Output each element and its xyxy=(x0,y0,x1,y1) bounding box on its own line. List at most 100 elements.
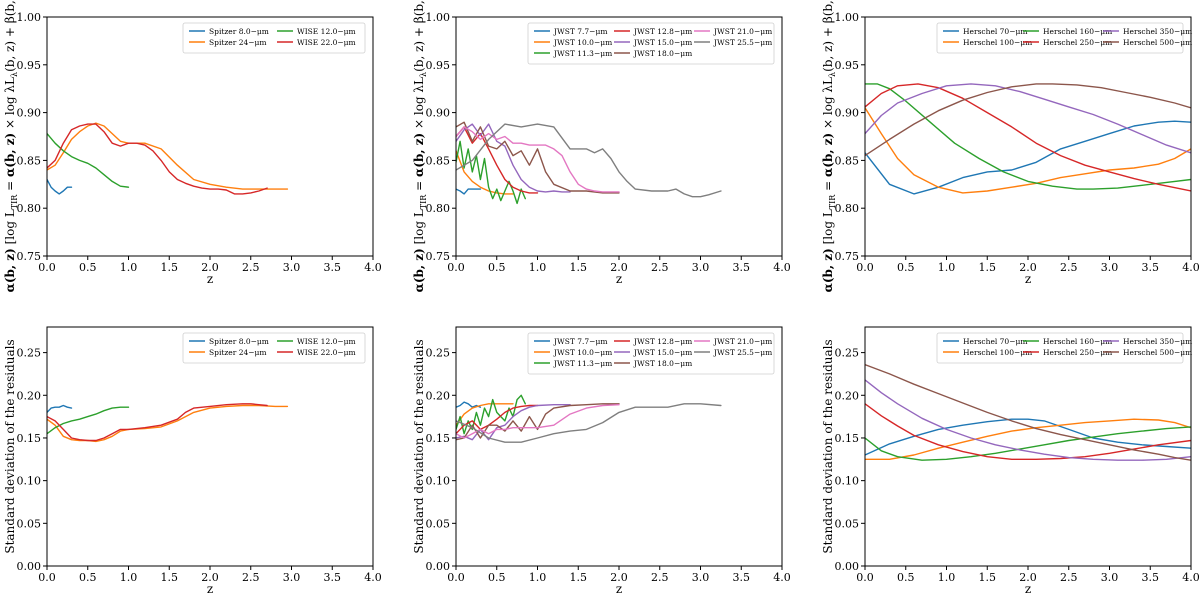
y-axis-label-part: × log λL xyxy=(3,77,17,133)
y-tick-label: 0.90 xyxy=(835,107,860,120)
y-axis-label-part: α(b, z) xyxy=(3,248,17,292)
x-tick-label: 0.5 xyxy=(897,261,915,274)
series-line-5 xyxy=(456,121,620,194)
x-tick-label: 4.0 xyxy=(364,261,382,274)
y-axis-label-part: λ xyxy=(10,72,19,77)
x-tick-label: 3.5 xyxy=(1142,261,1160,274)
legend-box xyxy=(182,332,366,364)
legend-label: WISE 22.0−μm xyxy=(297,348,356,357)
series-line-4 xyxy=(865,379,1191,461)
x-tick-label: 2.5 xyxy=(1060,571,1078,584)
series-line-2 xyxy=(47,132,130,188)
legend-label: JWST 25.5−μm xyxy=(713,348,772,357)
y-tick-label: 0.75 xyxy=(426,250,451,263)
series-line-2 xyxy=(865,426,1191,461)
series-line-2 xyxy=(456,140,526,205)
y-tick-label: 0.25 xyxy=(17,347,42,360)
legend-label: Herschel 350−μm xyxy=(1123,337,1192,346)
y-tick-label: 0.10 xyxy=(17,475,42,488)
legend-label: Herschel 70−μm xyxy=(963,27,1027,36)
legend-box xyxy=(527,332,775,375)
legend-label: JWST 18.0−μm xyxy=(633,359,692,368)
panel-top-middle: 0.0 0.5 1.0 1.5 2.0 2.5 3.0 3.5 4.0 0.75 0.80 0.85 0… xyxy=(412,0,791,292)
x-tick-label: 1.5 xyxy=(161,261,179,274)
legend-box xyxy=(936,22,1184,54)
legend-box xyxy=(182,22,366,54)
legend-label: JWST 21.0−μm xyxy=(713,337,772,346)
x-tick-label: 2.5 xyxy=(651,261,669,274)
legend-label: Herschel 160−μm xyxy=(1043,27,1112,36)
series-line-3 xyxy=(47,403,268,442)
series-line-5 xyxy=(865,363,1191,461)
x-tick-label: 2.5 xyxy=(242,261,260,274)
series-line-2 xyxy=(865,83,1191,190)
x-tick-label: 0.5 xyxy=(488,261,506,274)
y-axis-label-part: λ xyxy=(828,72,837,77)
series-line-0 xyxy=(865,418,1191,456)
y-axis-label-part: [log L xyxy=(3,209,17,248)
y-tick-label: 0.95 xyxy=(835,59,860,72)
legend-label: Spitzer 24−μm xyxy=(209,38,267,47)
x-tick-label: 1.5 xyxy=(979,261,997,274)
x-tick-label: 0.0 xyxy=(856,261,874,274)
x-tick-label: 4.0 xyxy=(1182,261,1200,274)
x-axis-label: z xyxy=(1025,582,1031,595)
x-tick-label: 3.5 xyxy=(733,571,751,584)
series-line-4 xyxy=(865,83,1191,154)
legend: Spitzer 8.0−μm Spitzer 24−μm WISE 12.0−μm W… xyxy=(182,332,366,364)
x-tick-label: 0.0 xyxy=(856,571,874,584)
series-line-7 xyxy=(456,403,722,443)
x-tick-label: 2.0 xyxy=(1019,261,1037,274)
series-line-3 xyxy=(456,404,539,435)
plot-frame xyxy=(46,326,374,567)
y-tick-label: 0.85 xyxy=(17,154,42,167)
series-line-6 xyxy=(456,126,620,193)
series-line-1 xyxy=(865,107,1191,194)
y-tick-label: 0.90 xyxy=(17,107,42,120)
y-tick-label: 0.10 xyxy=(835,475,860,488)
x-tick-label: 1.0 xyxy=(120,261,138,274)
y-tick-label: 0.05 xyxy=(17,517,42,530)
series-line-0 xyxy=(47,404,73,414)
y-tick-label: 0.05 xyxy=(426,517,451,530)
y-tick-label: 0.25 xyxy=(835,347,860,360)
legend-label: Herschel 70−μm xyxy=(963,337,1027,346)
series-group xyxy=(865,83,1191,195)
y-axis-label-part: α(b, z) xyxy=(412,133,426,177)
legend-label: Spitzer 24−μm xyxy=(209,348,267,357)
legend-label: WISE 12.0−μm xyxy=(297,27,356,36)
x-tick-label: 4.0 xyxy=(1182,571,1200,584)
y-tick-label: 0.80 xyxy=(17,202,42,215)
legend: JWST 7.7−μm JWST 10.0−μm JWST 11.3−μm JWST … xyxy=(527,22,775,65)
y-tick-label: 0.25 xyxy=(426,347,451,360)
x-tick-label: 2.0 xyxy=(201,261,219,274)
y-tick-label: 0.95 xyxy=(17,59,42,72)
x-tick-label: 1.5 xyxy=(161,571,179,584)
y-axis-label-part: = xyxy=(821,177,835,195)
x-tick-label: 4.0 xyxy=(773,261,791,274)
x-tick-label: 2.0 xyxy=(610,261,628,274)
x-tick-label: 0.0 xyxy=(38,261,56,274)
series-line-3 xyxy=(47,123,268,195)
legend-label: JWST 15.0−μm xyxy=(633,348,692,357)
series-line-4 xyxy=(456,123,571,193)
x-tick-label: 2.0 xyxy=(1019,571,1037,584)
y-axis-label-part: α(b, z) xyxy=(412,248,426,292)
legend-box xyxy=(936,332,1184,364)
x-axis-label: z xyxy=(207,582,213,595)
legend: Spitzer 8.0−μm Spitzer 24−μm WISE 12.0−μm W… xyxy=(182,22,366,54)
legend-label: Herschel 250−μm xyxy=(1043,38,1112,47)
legend-label: WISE 22.0−μm xyxy=(297,38,356,47)
x-tick-label: 0.5 xyxy=(897,571,915,584)
series-line-0 xyxy=(47,178,73,195)
y-tick-label: 1.00 xyxy=(835,11,860,24)
x-tick-label: 3.5 xyxy=(1142,571,1160,584)
y-axis-label-part: TIR xyxy=(828,194,837,209)
legend-label: Spitzer 8.0−μm xyxy=(209,337,269,346)
panel-top-right: 0.0 0.5 1.0 1.5 2.0 2.5 3.0 3.5 4.0 0.75 0.80 0.85 0… xyxy=(821,0,1200,292)
y-tick-label: 0.75 xyxy=(835,250,860,263)
x-tick-label: 0.5 xyxy=(488,571,506,584)
series-line-5 xyxy=(865,83,1191,157)
series-line-0 xyxy=(456,188,482,195)
